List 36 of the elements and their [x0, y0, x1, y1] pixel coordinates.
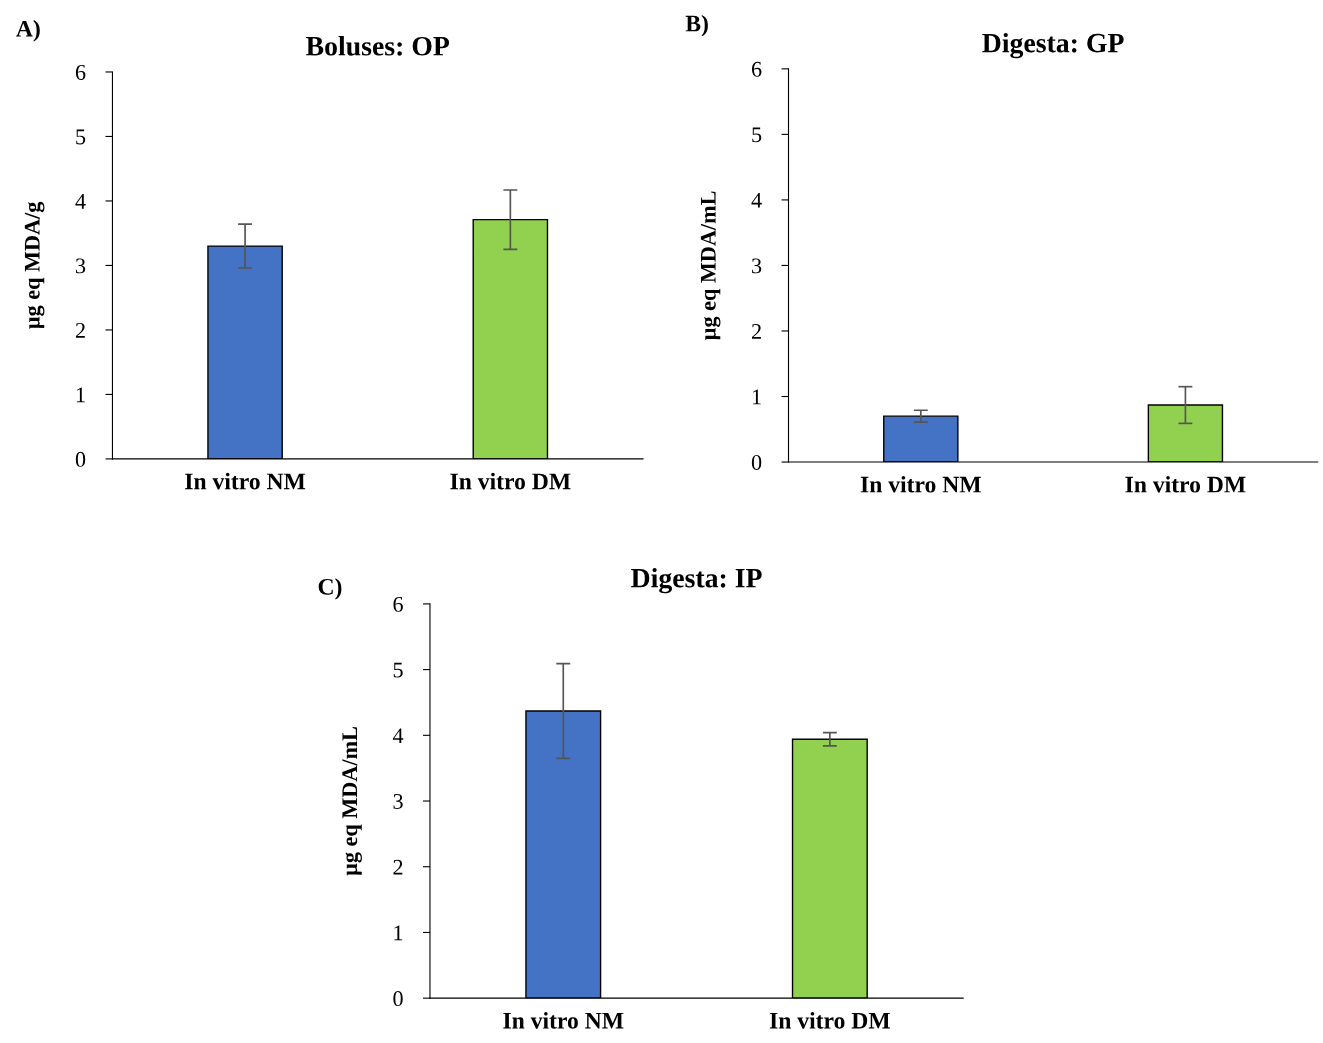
y-tick-label: 5 [76, 129, 86, 145]
y-tick-label: 5 [393, 662, 403, 678]
x-tick-label: In vitro DM [769, 1012, 890, 1029]
y-tick-label: 2 [75, 322, 85, 338]
y-tick-label: 3 [393, 794, 403, 809]
y-tick-label: 4 [392, 728, 404, 744]
y-tick-label: 6 [75, 64, 86, 80]
y-tick-label: 5 [752, 127, 762, 143]
y-tick-label: 1 [76, 387, 85, 403]
y-tick-label: 0 [75, 451, 86, 467]
y-tick-label: 1 [752, 389, 761, 405]
y-axis-title: µg eq MDA/g [24, 201, 45, 329]
y-tick-label: 6 [393, 596, 403, 612]
text: B) [685, 14, 708, 37]
chart-title: Digesta: GP [982, 32, 1124, 59]
y-tick-label: 0 [393, 991, 403, 1007]
y-axis-title: µg eq MDA/mL [342, 727, 362, 876]
x-tick-label: In vitro DM [450, 472, 571, 490]
y-tick-label: 6 [751, 61, 762, 77]
y-tick-label: 1 [394, 925, 403, 941]
chart-title: Digesta: IP [631, 567, 762, 594]
y-tick-label: 3 [752, 258, 762, 274]
text: A) [16, 20, 40, 42]
y-tick-label: 4 [75, 194, 86, 209]
chart-title: Boluses: OP [306, 36, 450, 56]
y-tick-label: 2 [751, 323, 761, 339]
y-tick-label: 2 [393, 859, 403, 875]
y-tick-label: 4 [751, 192, 762, 208]
x-tick-label: In vitro NM [503, 1012, 624, 1029]
y-tick-label: 0 [751, 454, 762, 470]
text: C) [318, 578, 342, 600]
y-axis-title: µg eq MDA/mL [700, 191, 721, 340]
x-tick-label: In vitro NM [185, 472, 306, 490]
y-tick-label: 3 [76, 258, 86, 274]
x-tick-label: In vitro NM [860, 475, 981, 493]
x-tick-label: In vitro DM [1125, 475, 1246, 493]
